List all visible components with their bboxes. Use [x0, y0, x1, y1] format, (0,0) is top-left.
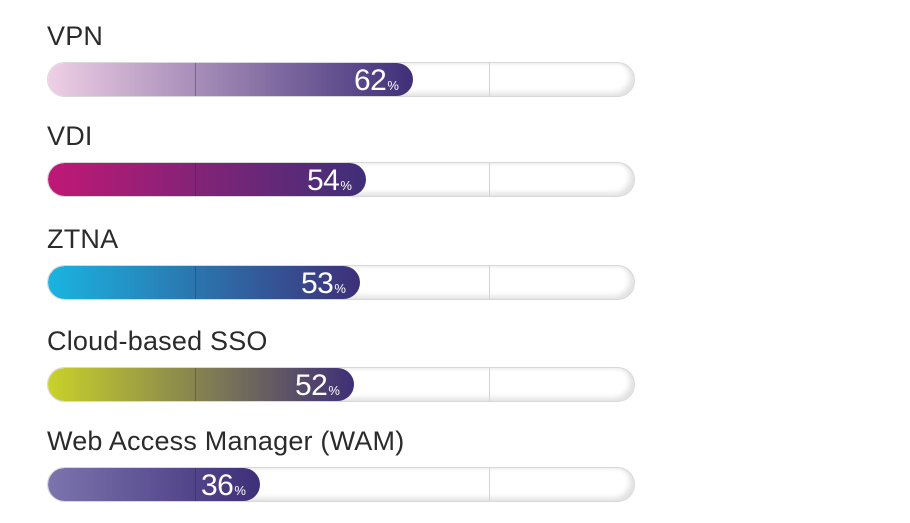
bar-fill-tick — [195, 266, 196, 299]
category-label: ZTNA — [47, 224, 119, 254]
bar-fill-tick — [195, 368, 196, 401]
bar-fill — [48, 468, 260, 501]
track-tick — [489, 266, 490, 299]
track-tick — [489, 368, 490, 401]
value-percent-sign: % — [328, 383, 340, 398]
value-label: 54% — [307, 163, 352, 197]
bar-fill — [48, 63, 413, 96]
value-percent-sign: % — [234, 483, 246, 498]
bar-fill — [48, 163, 366, 196]
bar-fill — [48, 368, 354, 401]
category-label: Cloud-based SSO — [47, 326, 268, 356]
value-label: 52% — [295, 368, 340, 402]
bar-track: 52% — [47, 367, 635, 402]
value-number: 52 — [295, 369, 328, 402]
value-label: 53% — [301, 266, 346, 300]
bar-fill-tick — [195, 63, 196, 96]
value-percent-sign: % — [387, 78, 399, 93]
track-tick — [489, 163, 490, 196]
category-label: VPN — [47, 21, 104, 51]
value-number: 62 — [354, 64, 387, 97]
value-number: 54 — [307, 164, 340, 197]
bar-track: 53% — [47, 265, 635, 300]
value-number: 36 — [201, 469, 234, 502]
bar-track: 54% — [47, 162, 635, 197]
value-label: 62% — [354, 63, 399, 97]
track-tick — [489, 63, 490, 96]
track-tick — [489, 468, 490, 501]
bar-fill-tick — [195, 163, 196, 196]
category-label: Web Access Manager (WAM) — [47, 426, 405, 456]
value-number: 53 — [301, 267, 334, 300]
bar-track: 36% — [47, 467, 635, 502]
category-label: VDI — [47, 121, 93, 151]
bar-track: 62% — [47, 62, 635, 97]
value-percent-sign: % — [340, 178, 352, 193]
bar-fill — [48, 266, 360, 299]
value-label: 36% — [201, 468, 246, 502]
bar-fill-tick — [195, 468, 196, 501]
value-percent-sign: % — [334, 281, 346, 296]
